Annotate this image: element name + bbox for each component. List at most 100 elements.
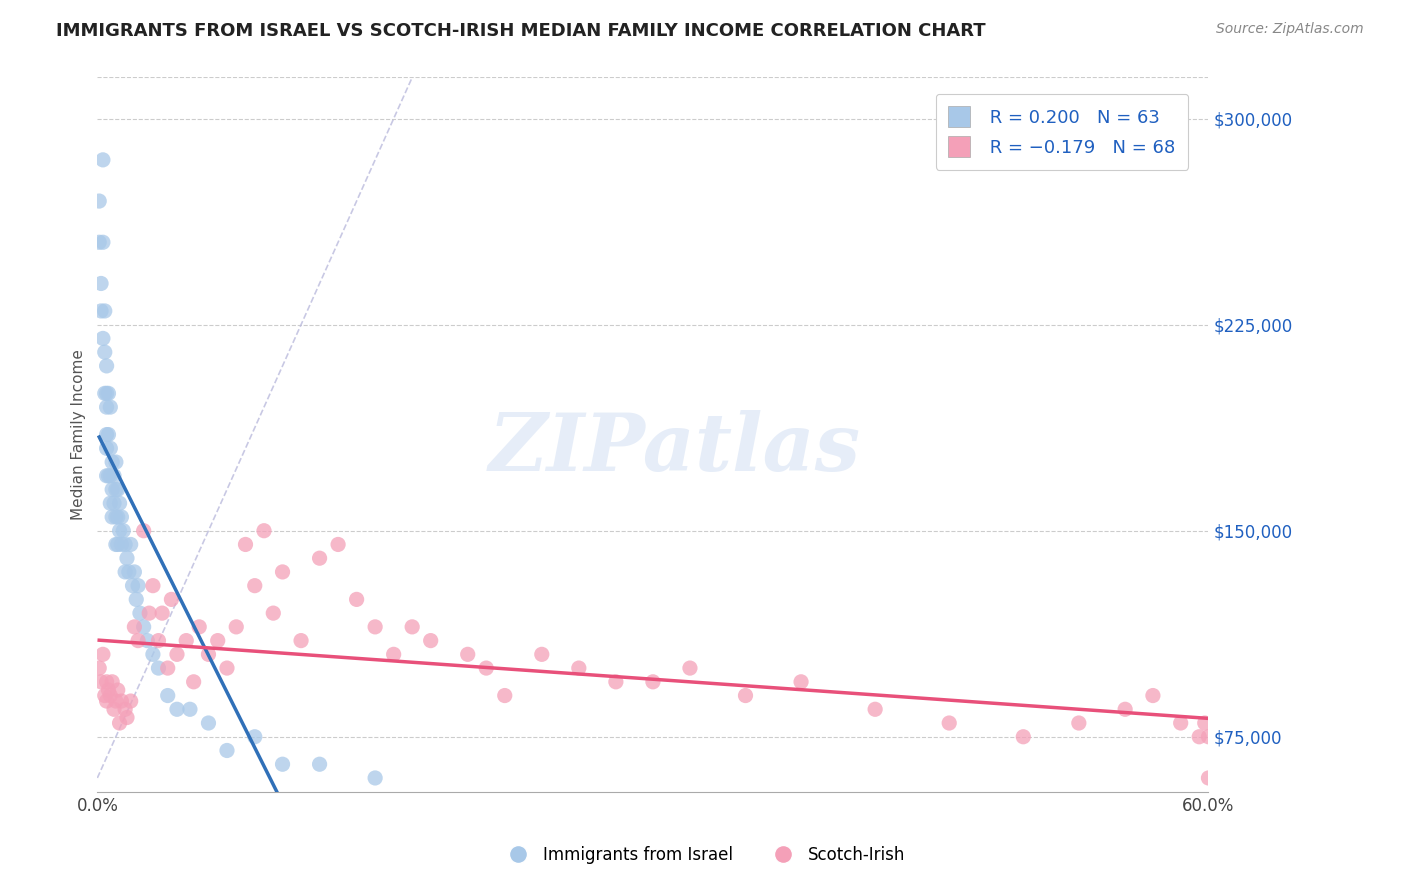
- Point: [790, 674, 813, 689]
- Point: [142, 648, 165, 662]
- Point: [104, 483, 127, 497]
- Point: [1198, 771, 1220, 785]
- Point: [1188, 730, 1211, 744]
- Point: [108, 716, 131, 731]
- Point: [98, 442, 121, 456]
- Point: [1170, 716, 1192, 731]
- Point: [98, 689, 121, 703]
- Point: [136, 633, 159, 648]
- Point: [1142, 689, 1164, 703]
- Point: [98, 468, 121, 483]
- Text: ZIPatlas: ZIPatlas: [489, 410, 862, 488]
- Point: [174, 633, 197, 648]
- Point: [103, 496, 125, 510]
- Point: [98, 496, 121, 510]
- Point: [253, 524, 276, 538]
- Point: [124, 620, 146, 634]
- Point: [101, 455, 124, 469]
- Point: [120, 537, 142, 551]
- Point: [290, 633, 312, 648]
- Point: [179, 702, 201, 716]
- Point: [115, 710, 138, 724]
- Point: [114, 537, 136, 551]
- Point: [457, 648, 479, 662]
- Point: [94, 304, 117, 318]
- Point: [96, 359, 118, 373]
- Point: [530, 648, 553, 662]
- Point: [97, 468, 120, 483]
- Point: [90, 304, 112, 318]
- Point: [568, 661, 591, 675]
- Point: [101, 483, 124, 497]
- Point: [107, 483, 129, 497]
- Point: [89, 194, 111, 208]
- Point: [243, 579, 266, 593]
- Point: [103, 702, 125, 716]
- Point: [97, 386, 120, 401]
- Point: [679, 661, 702, 675]
- Point: [197, 716, 219, 731]
- Point: [104, 694, 127, 708]
- Y-axis label: Median Family Income: Median Family Income: [72, 349, 86, 520]
- Point: [1012, 730, 1035, 744]
- Point: [91, 153, 114, 167]
- Point: [475, 661, 498, 675]
- Point: [121, 579, 143, 593]
- Point: [225, 620, 247, 634]
- Point: [107, 537, 129, 551]
- Point: [94, 345, 117, 359]
- Point: [124, 565, 146, 579]
- Point: [1067, 716, 1090, 731]
- Point: [127, 579, 149, 593]
- Point: [364, 771, 387, 785]
- Point: [166, 702, 188, 716]
- Point: [90, 674, 112, 689]
- Point: [148, 661, 170, 675]
- Point: [97, 427, 120, 442]
- Point: [494, 689, 516, 703]
- Point: [166, 648, 188, 662]
- Point: [382, 648, 405, 662]
- Point: [132, 620, 155, 634]
- Point: [114, 565, 136, 579]
- Point: [734, 689, 756, 703]
- Point: [262, 606, 284, 620]
- Point: [207, 633, 229, 648]
- Point: [605, 674, 627, 689]
- Point: [160, 592, 183, 607]
- Legend:  R = 0.200   N = 63,  R = −0.179   N = 68: R = 0.200 N = 63, R = −0.179 N = 68: [935, 94, 1188, 169]
- Point: [104, 510, 127, 524]
- Point: [103, 468, 125, 483]
- Point: [96, 442, 118, 456]
- Point: [96, 427, 118, 442]
- Point: [215, 743, 238, 757]
- Point: [110, 510, 132, 524]
- Point: [148, 633, 170, 648]
- Point: [308, 757, 330, 772]
- Point: [107, 683, 129, 698]
- Point: [138, 606, 160, 620]
- Point: [243, 730, 266, 744]
- Point: [112, 524, 135, 538]
- Point: [188, 620, 211, 634]
- Point: [89, 235, 111, 250]
- Point: [142, 579, 165, 593]
- Point: [235, 537, 257, 551]
- Point: [326, 537, 349, 551]
- Point: [125, 592, 148, 607]
- Point: [98, 400, 121, 414]
- Point: [118, 565, 141, 579]
- Point: [156, 661, 179, 675]
- Point: [104, 537, 127, 551]
- Point: [419, 633, 441, 648]
- Point: [1114, 702, 1136, 716]
- Point: [1194, 716, 1216, 731]
- Text: IMMIGRANTS FROM ISRAEL VS SCOTCH-IRISH MEDIAN FAMILY INCOME CORRELATION CHART: IMMIGRANTS FROM ISRAEL VS SCOTCH-IRISH M…: [56, 22, 986, 40]
- Point: [94, 689, 117, 703]
- Point: [364, 620, 387, 634]
- Point: [108, 496, 131, 510]
- Point: [1198, 730, 1220, 744]
- Point: [401, 620, 423, 634]
- Point: [132, 524, 155, 538]
- Point: [94, 386, 117, 401]
